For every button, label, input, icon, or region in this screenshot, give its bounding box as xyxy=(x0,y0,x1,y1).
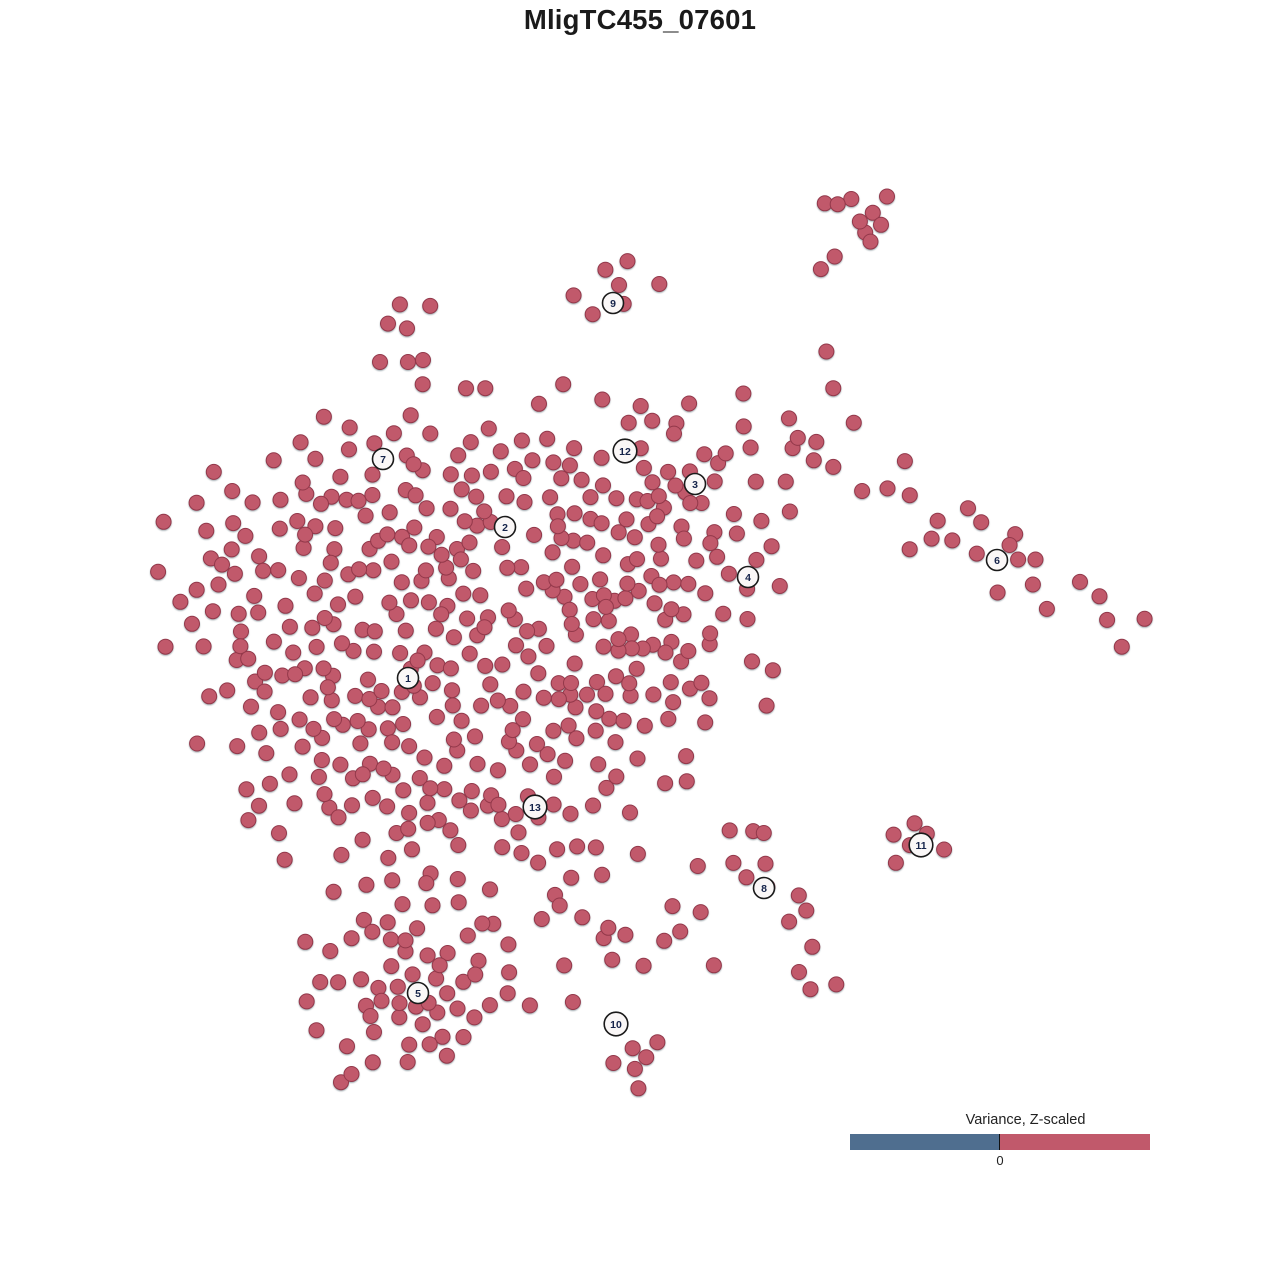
svg-text:3: 3 xyxy=(692,479,698,491)
svg-text:13: 13 xyxy=(529,802,541,814)
svg-text:1: 1 xyxy=(405,673,411,685)
svg-text:6: 6 xyxy=(994,555,1000,567)
svg-text:2: 2 xyxy=(502,522,508,534)
svg-text:11: 11 xyxy=(915,840,926,852)
svg-text:4: 4 xyxy=(745,572,751,584)
svg-text:10: 10 xyxy=(610,1019,622,1031)
svg-text:8: 8 xyxy=(761,883,767,895)
svg-text:9: 9 xyxy=(610,298,616,310)
svg-text:12: 12 xyxy=(619,446,631,458)
svg-text:5: 5 xyxy=(415,988,421,1000)
svg-text:7: 7 xyxy=(380,454,386,466)
